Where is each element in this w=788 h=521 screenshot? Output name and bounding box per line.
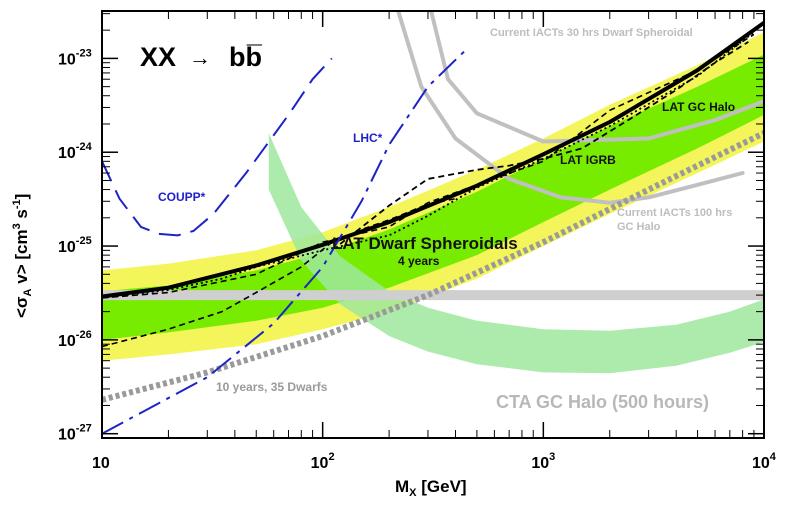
y-tick-base: 10 <box>58 145 76 162</box>
iact-100-label-2: GC Halo <box>617 221 661 233</box>
title-arrow: → <box>189 45 211 70</box>
y-label-close: ] <box>12 194 31 200</box>
lat-dwarf-label: LAT Dwarf Spheroidals <box>332 234 518 253</box>
series-current-iacts-100-hrs-gc-halo <box>396 11 745 205</box>
plot-frame <box>101 10 765 439</box>
x-tick-exp: 3 <box>549 451 555 463</box>
lhc-label: LHC* <box>353 131 383 145</box>
y-label-sup2: -1 <box>11 199 23 209</box>
x-axis-label: MX [GeV] <box>395 477 467 499</box>
x-label-main: M <box>395 477 409 496</box>
y-tick-exp: -23 <box>76 47 92 59</box>
lat-dwarf-years: 4 years <box>398 254 440 268</box>
iact-100-label-1: Current IACTs 100 hrs <box>617 207 732 219</box>
series-lat-dwarf-spheroidals-measured <box>102 33 755 299</box>
title-rhs: bb̅ <box>229 42 262 72</box>
x-tick-exp: 4 <box>770 451 777 463</box>
future-dwarfs-label: 10 years, 35 Dwarfs <box>216 380 328 394</box>
lat-igrb-label: LAT IGRB <box>560 153 616 167</box>
x-tick-base: 10 <box>92 455 110 472</box>
series-lat-dwarf-spheroidals-measured-low <box>102 197 456 348</box>
y-tick-base: 10 <box>58 239 76 256</box>
lines-layer <box>102 11 764 435</box>
series-current-iacts-30-hrs-dwarf-spheroidal <box>429 11 764 144</box>
y-tick-base: 10 <box>58 333 76 350</box>
series-coupp <box>102 57 333 237</box>
y-label-sub: A <box>22 288 34 296</box>
x-tick-base: 10 <box>531 455 549 472</box>
cta-label: CTA GC Halo (500 hours) <box>496 392 709 412</box>
y-tick-base: 10 <box>58 51 76 68</box>
y-tick-exp: -25 <box>76 235 92 247</box>
x-tick-label: 102 <box>311 451 335 472</box>
y-label-open: <σ <box>12 296 31 318</box>
y-tick-label: 10-24 <box>58 141 93 162</box>
y-label-s: s <box>12 209 31 223</box>
x-tick-label: 10 <box>92 455 110 472</box>
band-lat-dwarf-spheroidals-4-years-68-band <box>102 54 764 340</box>
x-tick-label: 103 <box>531 451 555 472</box>
x-tick-base: 10 <box>752 455 770 472</box>
x-tick-exp: 2 <box>328 451 334 463</box>
y-tick-exp: -26 <box>76 329 92 341</box>
series-lat-igrb <box>102 31 755 299</box>
y-tick-exp: -24 <box>76 141 93 153</box>
lat-gc-halo-label: LAT GC Halo <box>662 100 735 114</box>
band-cta-gc-halo-500-hours <box>268 133 764 374</box>
y-tick-exp: -27 <box>76 423 92 435</box>
y-tick-label: 10-23 <box>58 47 92 68</box>
x-tick-base: 10 <box>311 455 329 472</box>
chart-title: XX → bb̅ <box>140 42 262 72</box>
x-tick-label: 104 <box>752 451 777 472</box>
y-tick-label: 10-26 <box>58 329 92 350</box>
bands-layer <box>102 32 764 374</box>
y-axis-label: <σA v> [cm3 s-1] <box>11 194 34 318</box>
y-tick-label: 10-25 <box>58 235 92 256</box>
y-tick-label: 10-27 <box>58 423 92 444</box>
y-label-sup1: 3 <box>11 223 23 229</box>
y-label-mid: v> [cm <box>12 229 31 288</box>
series-lhc <box>102 50 466 435</box>
x-label-sub: X <box>409 487 417 499</box>
series-lat-gc-halo <box>339 41 749 245</box>
iact-30-label: Current IACTs 30 hrs Dwarf Spheroidal <box>490 27 693 39</box>
coupp-label: COUPP* <box>158 190 206 204</box>
y-tick-base: 10 <box>58 427 76 444</box>
x-label-unit: [GeV] <box>417 477 467 496</box>
series-10-years-35-dwarfs <box>102 130 764 403</box>
title-lhs: XX <box>140 42 176 72</box>
